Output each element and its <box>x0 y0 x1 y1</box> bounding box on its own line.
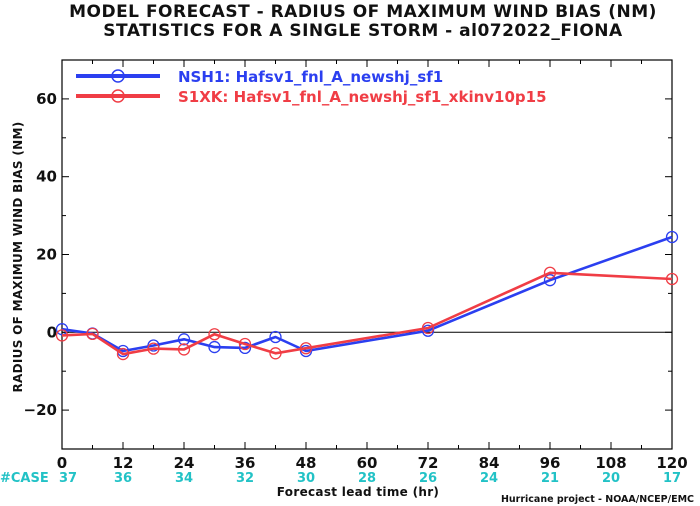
legend-label: NSH1: Hafsv1_fnl_A_newshj_sf1 <box>178 68 443 86</box>
data-point <box>269 347 282 360</box>
data-point <box>177 333 191 346</box>
case-count: 28 <box>358 471 376 486</box>
case-count: 36 <box>114 471 132 486</box>
case-count: 21 <box>541 471 559 486</box>
data-point <box>665 272 679 286</box>
x-tick-label: 60 <box>357 454 378 472</box>
x-tick-label: 0 <box>57 454 67 472</box>
x-tick-label: 48 <box>296 454 317 472</box>
chart-title: MODEL FORECAST - RADIUS OF MAXIMUM WIND … <box>69 2 657 22</box>
y-tick-label: 0 <box>47 323 57 341</box>
y-tick-label: 40 <box>36 168 57 186</box>
y-axis-label: RADIUS OF MAXIMUM WIND BIAS (NM) <box>11 122 25 393</box>
legend-marker <box>111 89 125 103</box>
chart-subtitle: STATISTICS FOR A SINGLE STORM - al072022… <box>103 21 623 41</box>
y-tick-label: −20 <box>24 401 57 419</box>
case-count: 20 <box>602 471 620 486</box>
plot-frame <box>61 59 673 450</box>
data-point <box>269 330 282 344</box>
case-count: 30 <box>297 471 315 486</box>
x-tick-label: 72 <box>418 454 439 472</box>
x-tick-label: 36 <box>235 454 256 472</box>
data-point <box>421 321 435 335</box>
case-count: 34 <box>175 471 193 486</box>
data-point <box>55 329 69 342</box>
data-point <box>208 340 221 354</box>
data-point <box>147 342 160 355</box>
data-point <box>238 337 252 351</box>
series-layer <box>55 230 679 361</box>
x-axis-label: Forecast lead time (hr) <box>277 485 439 499</box>
x-tick-label: 120 <box>656 454 687 472</box>
series-line <box>61 235 673 353</box>
data-point <box>299 342 313 355</box>
x-tick-label: 24 <box>174 454 195 472</box>
series-2 <box>55 266 679 361</box>
data-point <box>116 347 130 361</box>
case-count: 24 <box>480 471 498 486</box>
case-count: 26 <box>419 471 437 486</box>
legend: NSH1: Hafsv1_fnl_A_newshj_sf1 S1XK: Hafsv… <box>76 68 547 106</box>
legend-label: S1XK: Hafsv1_fnl_A_newshj_sf1_xkinv10p15 <box>178 88 547 106</box>
x-tick-label: 12 <box>113 454 134 472</box>
credit-text: Hurricane project - NOAA/NCEP/EMC <box>501 494 694 505</box>
data-point <box>665 230 679 244</box>
axes: −20 0 20 40 60 0 12 24 36 48 60 72 84 96 108 120 <box>24 59 688 472</box>
x-tick-label: 108 <box>595 454 626 472</box>
case-label: #CASE <box>0 471 49 486</box>
case-counts: #CASE 37 36 34 32 30 28 26 24 21 20 17 <box>0 471 681 486</box>
data-point <box>147 339 160 352</box>
x-tick-label: 96 <box>540 454 561 472</box>
y-tick-label: 20 <box>36 246 57 264</box>
data-point <box>543 274 557 287</box>
x-tick-label: 84 <box>479 454 500 472</box>
data-point <box>238 341 252 355</box>
data-point <box>86 327 99 341</box>
data-point <box>543 266 557 279</box>
data-point <box>208 328 221 341</box>
series-1 <box>55 230 679 358</box>
y-tick-label: 60 <box>36 90 57 108</box>
case-count: 37 <box>59 471 77 486</box>
case-count: 32 <box>236 471 254 486</box>
legend-marker <box>111 69 125 83</box>
case-count: 17 <box>663 471 681 486</box>
data-point <box>177 343 191 356</box>
